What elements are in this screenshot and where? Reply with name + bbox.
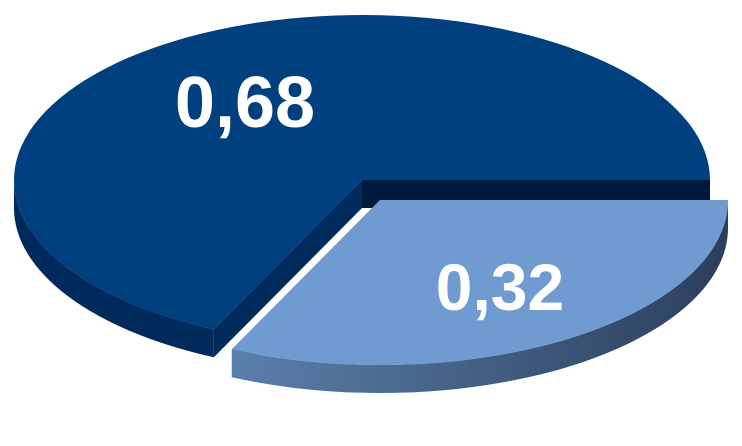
data-label-large: 0,68 [175, 63, 315, 143]
pie-slice-small-rim [231, 200, 728, 394]
pie-slice-large-cut-face [213, 180, 362, 358]
data-label-small: 0,32 [436, 250, 564, 324]
pie-slice-large-top [13, 15, 710, 330]
pie-slice-large-rim [14, 180, 214, 358]
pie-slice-small-top [231, 200, 728, 366]
pie-slice-small [231, 200, 728, 394]
